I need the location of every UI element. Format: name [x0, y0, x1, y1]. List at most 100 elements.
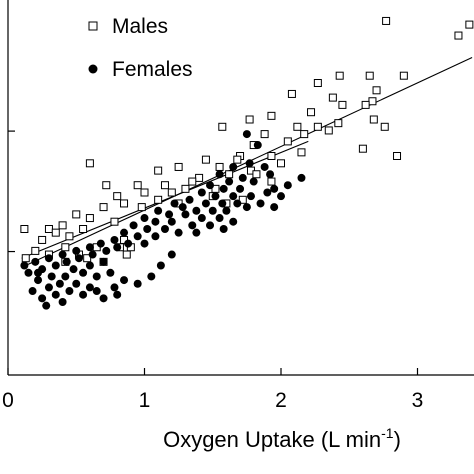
legend: Males Females [88, 15, 193, 81]
data-point [215, 162, 224, 171]
data-point [174, 228, 183, 237]
data-point [277, 192, 285, 201]
data-point [65, 287, 74, 296]
data-point [133, 232, 142, 241]
data-point [454, 31, 463, 40]
data-point [122, 250, 131, 259]
data-point [297, 173, 306, 182]
data-point [106, 268, 115, 277]
data-point [361, 100, 370, 109]
data-point [140, 214, 149, 223]
data-point [51, 290, 60, 299]
data-point [167, 250, 176, 259]
data-point [283, 181, 292, 190]
data-point [167, 217, 176, 226]
data-point [338, 100, 347, 109]
data-point [293, 122, 302, 131]
data-point [287, 89, 296, 98]
data-point [283, 137, 292, 146]
data-point [236, 184, 245, 193]
data-point [133, 181, 142, 190]
data-point [313, 122, 322, 131]
data-point [225, 177, 234, 186]
data-point [58, 298, 67, 306]
data-point [79, 268, 88, 277]
data-point [99, 294, 108, 303]
data-point [233, 199, 242, 208]
data-point [270, 203, 279, 212]
data-point [88, 250, 97, 259]
data-point [270, 184, 279, 193]
data-point [218, 122, 227, 131]
data-point [197, 214, 206, 223]
data-point [188, 221, 197, 230]
data-point [195, 173, 204, 182]
data-point [154, 166, 163, 175]
data-point [218, 199, 227, 208]
data-point [21, 254, 30, 263]
data-point [358, 144, 367, 153]
data-point [307, 108, 316, 117]
data-point [120, 228, 129, 237]
legend-marker-males [88, 21, 98, 31]
data-point [61, 272, 70, 281]
data-point [208, 206, 217, 215]
x-tick-label: 0 [2, 389, 14, 412]
data-point [102, 181, 111, 190]
data-point [85, 159, 94, 168]
data-point [51, 228, 60, 237]
data-point [44, 283, 53, 292]
data-point [229, 217, 238, 226]
data-point [92, 272, 101, 281]
data-point [215, 214, 224, 223]
data-point [252, 170, 261, 179]
data-point [380, 122, 389, 131]
data-point [399, 71, 408, 80]
data-point [188, 177, 197, 186]
data-point [85, 261, 94, 270]
trendline-females [21, 140, 309, 259]
data-point [260, 130, 269, 139]
data-point [140, 188, 149, 197]
data-point [245, 115, 254, 124]
data-point [34, 276, 43, 285]
data-point [335, 71, 344, 80]
data-point [151, 232, 160, 241]
data-point [313, 79, 322, 87]
data-point [211, 192, 220, 201]
data-point [229, 162, 238, 171]
data-point [113, 243, 122, 252]
data-point [44, 225, 53, 233]
data-point [61, 243, 70, 252]
data-point [260, 162, 269, 171]
data-point [192, 228, 201, 237]
data-point [38, 294, 47, 303]
data-point [31, 257, 40, 266]
data-point [160, 181, 169, 190]
data-point [238, 173, 247, 182]
data-point [170, 199, 179, 208]
data-point [137, 203, 146, 212]
data-point [246, 192, 255, 201]
data-point [229, 192, 238, 201]
data-point [201, 155, 210, 164]
data-point [245, 159, 254, 168]
data-point [233, 155, 242, 164]
data-point [334, 119, 343, 128]
data-point [156, 261, 165, 270]
data-point [31, 246, 40, 255]
data-point [372, 86, 381, 95]
x-tick-label: 1 [139, 389, 151, 412]
data-point [328, 93, 337, 102]
series-males [20, 16, 474, 266]
data-point [110, 283, 119, 292]
data-point [58, 250, 67, 259]
data-point [38, 235, 47, 244]
data-point [219, 225, 228, 233]
data-point [192, 206, 201, 215]
data-point [110, 217, 119, 226]
data-point [42, 301, 51, 310]
data-point [249, 177, 258, 186]
data-point [178, 203, 187, 212]
